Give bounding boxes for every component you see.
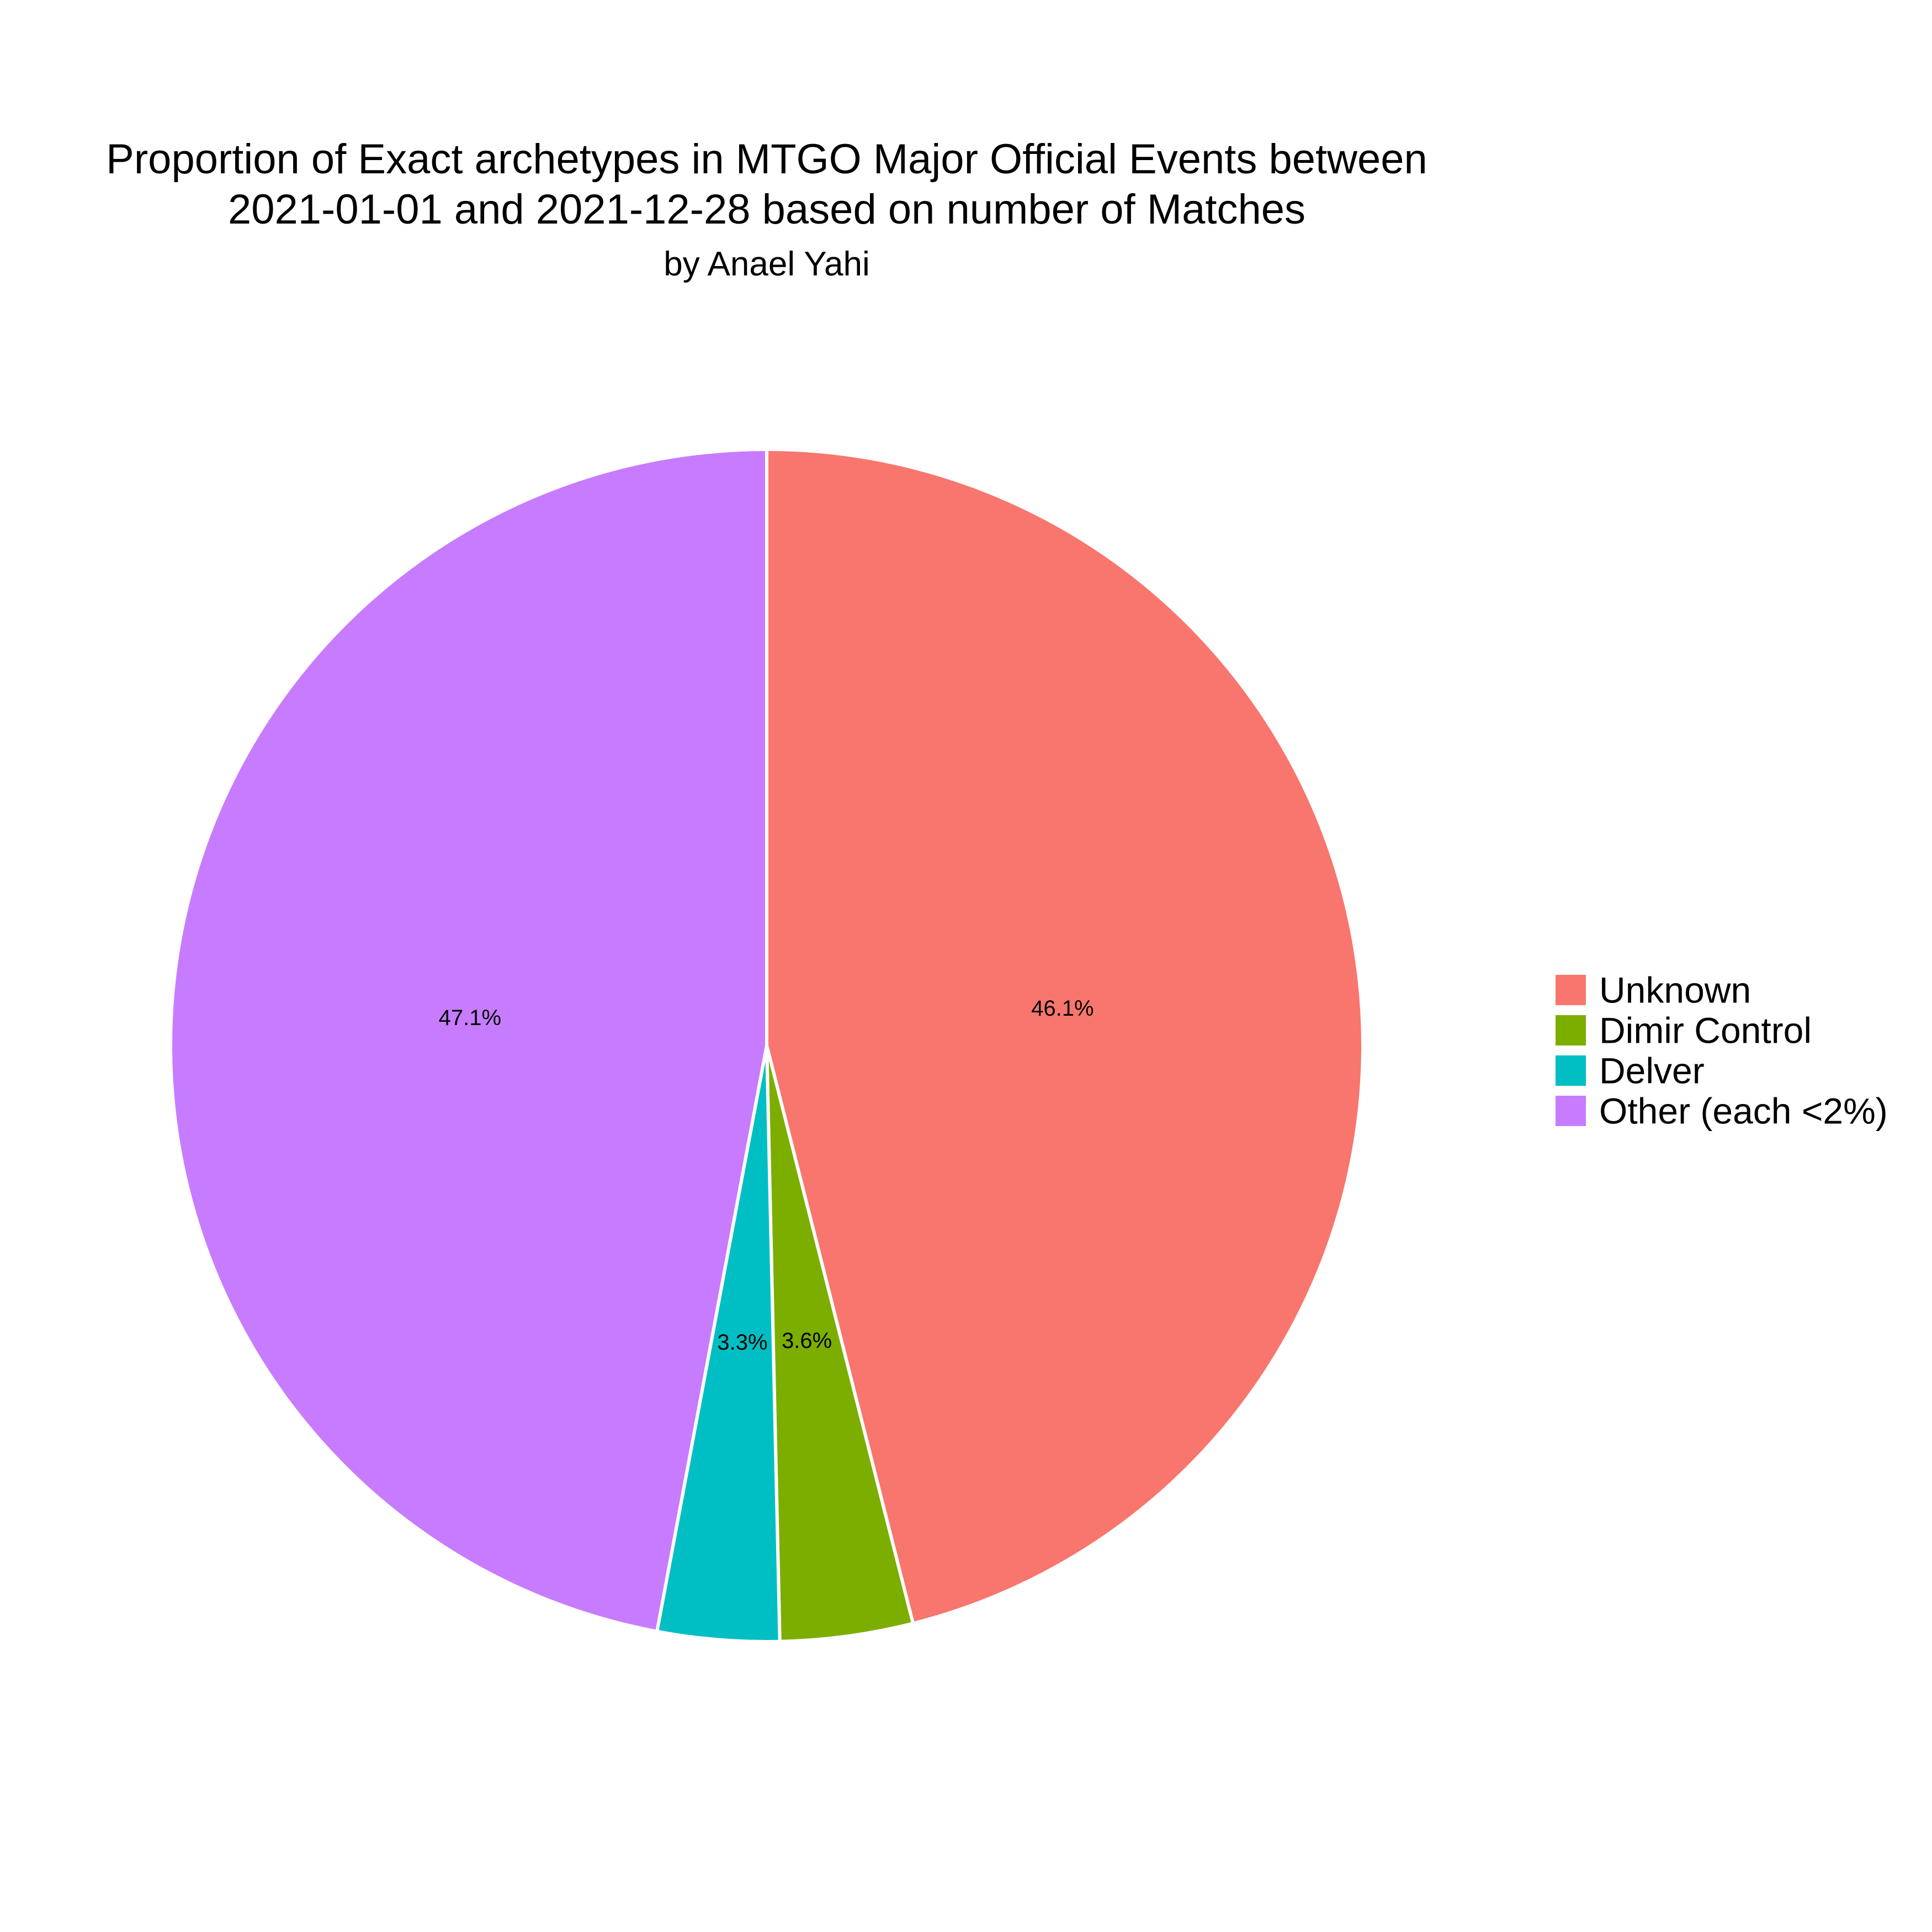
chart-title: Proportion of Exact archetypes in MTGO M…: [106, 136, 1427, 283]
chart-title-line-1: Proportion of Exact archetypes in MTGO M…: [106, 136, 1427, 183]
pie-slice-label-unknown: 46.1%: [1031, 996, 1094, 1021]
legend-label-dimir-control: Dimir Control: [1599, 1010, 1812, 1051]
legend-label-other-each-2: Other (each <2%): [1599, 1091, 1888, 1132]
chart-subtitle: by Anael Yahi: [664, 245, 869, 283]
legend-swatch-unknown: [1556, 975, 1586, 1005]
pie-slice-label-other-each-2: 47.1%: [439, 1006, 501, 1030]
legend-swatch-dimir-control: [1556, 1015, 1586, 1045]
legend-swatch-other-each-2: [1556, 1096, 1586, 1126]
legend-label-unknown: Unknown: [1599, 970, 1751, 1011]
pie-slice-labels: 46.1% 3.6% 3.3% 47.1%: [439, 996, 1094, 1355]
legend-swatch-delver: [1556, 1055, 1586, 1086]
pie-slice-dimir-control: [765, 1044, 915, 1643]
legend-label-delver: Delver: [1599, 1050, 1705, 1091]
pie-slice-label-delver: 3.3%: [717, 1330, 767, 1355]
chart-title-line-2: 2021-01-01 and 2021-12-28 based on numbe…: [228, 186, 1305, 233]
pie-slices: [168, 448, 1365, 1643]
pie-slice-other-each-2: [168, 448, 768, 1633]
pie-slice-delver: [655, 1044, 782, 1643]
pie-slice-unknown: [765, 448, 1365, 1625]
pie-slice-label-dimir-control: 3.6%: [782, 1329, 832, 1353]
